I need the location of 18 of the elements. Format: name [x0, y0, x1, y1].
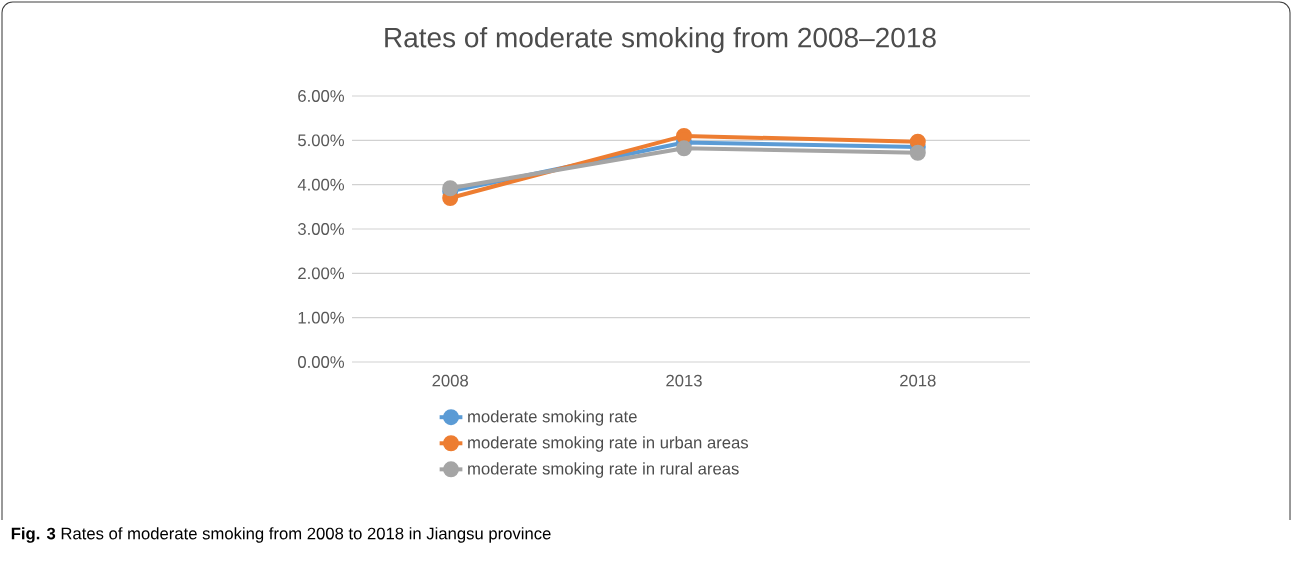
x-tick-label: 2008 [432, 374, 469, 387]
y-tick-label: 1.00% [298, 311, 345, 324]
legend-label: moderate smoking rate in urban areas [468, 436, 749, 452]
point [676, 127, 692, 144]
text: Fig. 3 Rates of moderate smoking from 2008 to 2018 in Jiangsu province [11, 527, 551, 543]
y-tick-label: 0.00% [298, 356, 345, 368]
point [676, 140, 692, 157]
legend-label: moderate smoking rate [468, 410, 637, 426]
y-tick-label: 3.00% [298, 223, 345, 235]
y-tick-label: 6.00% [298, 90, 345, 102]
x-tick-label: 2018 [900, 374, 936, 387]
y-tick-label: 2.00% [298, 267, 345, 280]
chart-title: Rates of moderate smoking from 2008–2018 [385, 26, 936, 54]
y-tick-label: 4.00% [297, 178, 345, 191]
legend-label: moderate smoking rate in rural areas [468, 462, 739, 478]
x-tick-label: 2013 [666, 374, 702, 387]
y-tick-label: 5.00% [298, 134, 345, 147]
point [909, 144, 926, 161]
